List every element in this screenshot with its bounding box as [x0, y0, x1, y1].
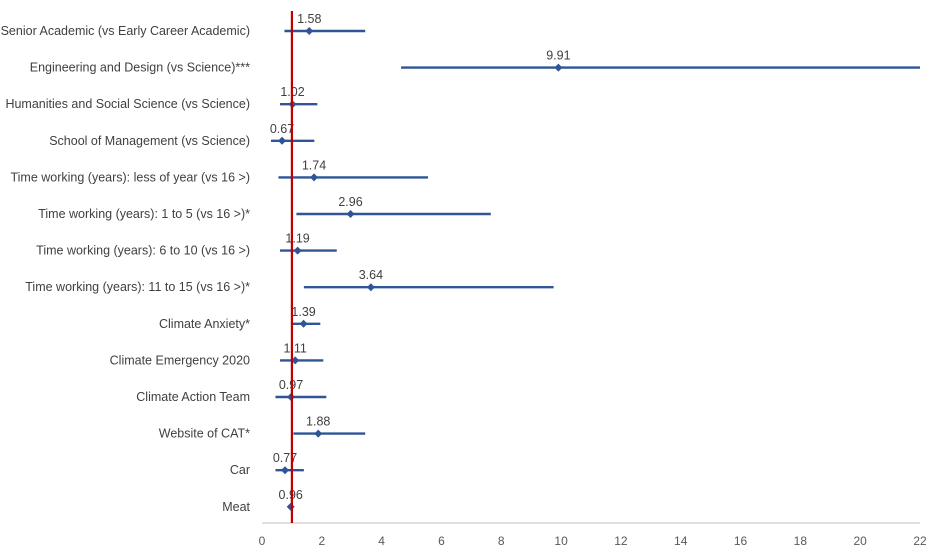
x-tick-label: 2 [318, 534, 325, 548]
forest-row: Humanities and Social Science (vs Scienc… [5, 85, 318, 111]
forest-row: Climate Emergency 2020 1.11 [110, 341, 324, 367]
forest-row: Time working (years): 6 to 10 (vs 16 >) 1… [36, 232, 337, 258]
data-label: 2.96 [338, 195, 362, 209]
point-estimate [281, 466, 290, 475]
x-tick-label: 16 [734, 534, 748, 548]
category-label: Engineering and Design (vs Science)*** [30, 61, 250, 75]
point-estimate [278, 136, 287, 145]
point-estimate [299, 319, 308, 328]
data-label: 9.91 [546, 49, 570, 63]
category-label: Senior Academic (vs Early Career Academi… [1, 24, 250, 38]
x-tick-label: 10 [554, 534, 568, 548]
point-estimate [291, 356, 300, 365]
forest-row: Website of CAT* 1.88 [159, 415, 366, 441]
data-label: 1.11 [283, 341, 306, 355]
point-estimate [554, 63, 563, 72]
forest-row: Time working (years): less of year (vs 1… [10, 158, 428, 184]
x-tick-label: 4 [378, 534, 385, 548]
category-label: Time working (years): less of year (vs 1… [10, 170, 250, 184]
category-label: Website of CAT* [159, 427, 250, 441]
forest-row: School of Management (vs Science) 0.67 [49, 122, 315, 148]
x-tick-label: 0 [259, 534, 266, 548]
x-tick-label: 12 [614, 534, 628, 548]
point-estimate [314, 429, 323, 438]
forest-row: Climate Anxiety* 1.39 [159, 305, 321, 331]
category-label: Time working (years): 11 to 15 (vs 16 >)… [25, 280, 250, 294]
category-label: Humanities and Social Science (vs Scienc… [5, 97, 250, 111]
point-estimate [310, 173, 319, 182]
forest-row: Climate Action Team0.97 [136, 378, 327, 404]
data-label: 0.96 [279, 488, 303, 502]
x-tick-label: 8 [498, 534, 505, 548]
x-tick-label: 22 [913, 534, 926, 548]
forest-row: Senior Academic (vs Early Career Academi… [1, 12, 366, 38]
category-label: Time working (years): 1 to 5 (vs 16 >)* [38, 207, 250, 221]
category-label: Climate Action Team [136, 390, 250, 404]
point-estimate [346, 210, 355, 218]
category-label: Car [230, 463, 250, 477]
data-label: 0.67 [270, 122, 294, 136]
forest-row: Time working (years): 11 to 15 (vs 16 >)… [25, 268, 554, 294]
category-label: School of Management (vs Science) [49, 134, 250, 148]
category-label: Time working (years): 6 to 10 (vs 16 >) [36, 244, 250, 258]
x-tick-label: 18 [794, 534, 808, 548]
rows-layer: Senior Academic (vs Early Career Academi… [1, 12, 920, 514]
data-label: 1.58 [297, 12, 321, 26]
x-tick-label: 20 [854, 534, 868, 548]
category-label: Climate Anxiety* [159, 317, 250, 331]
point-estimate [286, 502, 295, 511]
forest-row: Engineering and Design (vs Science)*** 9.… [30, 49, 920, 75]
point-estimate [305, 27, 314, 35]
data-label: 1.19 [285, 232, 309, 246]
x-tick-label: 6 [438, 534, 445, 548]
data-label: 1.39 [291, 305, 315, 319]
category-label: Meat [222, 500, 250, 514]
point-estimate [293, 246, 302, 255]
point-estimate [366, 283, 375, 292]
category-label: Climate Emergency 2020 [110, 353, 250, 367]
data-label: 1.74 [302, 158, 326, 172]
x-axis: 0 2 4 6 8 10 12 14 16 18 20 22 [259, 522, 926, 548]
data-label: 0.77 [273, 451, 297, 465]
x-tick-label: 14 [674, 534, 688, 548]
data-label: 1.88 [306, 415, 330, 429]
forest-row: Time working (years): 1 to 5 (vs 16 >)* 2… [38, 195, 491, 221]
data-label: 3.64 [359, 268, 383, 282]
